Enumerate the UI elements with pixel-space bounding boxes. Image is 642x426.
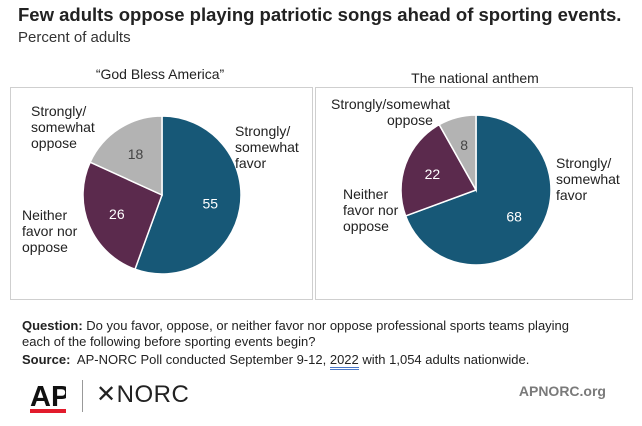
pie2-label-oppose: Strongly/somewhat oppose bbox=[331, 96, 451, 128]
pie1-title: “God Bless America” bbox=[95, 66, 225, 82]
pie2-value-neither: 22 bbox=[425, 166, 441, 182]
ap-logo: AP bbox=[30, 381, 66, 412]
norc-logo: ✕NORC bbox=[96, 381, 190, 408]
pie2-label-neither: Neither favor nor oppose bbox=[343, 186, 399, 234]
pie1-label-oppose: Strongly/somewhat oppose bbox=[31, 103, 95, 151]
svg-text:AP: AP bbox=[30, 381, 66, 412]
pie-chart-national-anthem: 68 22 8 bbox=[400, 114, 552, 266]
pie1-slice-oppose bbox=[89, 115, 163, 197]
chart-subtitle: Percent of adults bbox=[18, 29, 131, 46]
pie2-value-oppose: 8 bbox=[460, 137, 468, 153]
panel-national-anthem bbox=[315, 87, 633, 300]
pie1-label-favor: Strongly/somewhat favor bbox=[235, 123, 299, 171]
question-note: Question: Do you favor, oppose, or neith… bbox=[22, 318, 570, 349]
pie2-slice-neither bbox=[400, 123, 478, 217]
pie2-title: The national anthem bbox=[411, 70, 539, 86]
chart-title: Few adults oppose playing patriotic song… bbox=[18, 4, 622, 25]
source-note: Source: AP-NORC Poll conducted September… bbox=[22, 352, 529, 370]
pie1-value-favor: 55 bbox=[202, 196, 218, 212]
logo-divider bbox=[82, 380, 83, 412]
pie1-value-oppose: 18 bbox=[128, 146, 144, 162]
pie1-label-neither: Neither favor nor oppose bbox=[22, 207, 78, 255]
pie2-slice-favor bbox=[404, 114, 552, 266]
site-url: APNORC.org bbox=[518, 383, 606, 399]
panel-god-bless-america bbox=[10, 87, 313, 300]
pie2-value-favor: 68 bbox=[506, 209, 522, 225]
pie2-label-favor: Strongly/somewhat favor bbox=[556, 155, 620, 203]
pie-chart-god-bless-america: 55 26 18 bbox=[82, 115, 242, 275]
pie1-value-neither: 26 bbox=[109, 206, 125, 222]
pie1-slice-favor bbox=[134, 115, 242, 275]
pie1-slice-neither bbox=[82, 161, 163, 271]
ap-logo-bar bbox=[30, 409, 66, 413]
pie2-slice-oppose bbox=[438, 114, 477, 193]
